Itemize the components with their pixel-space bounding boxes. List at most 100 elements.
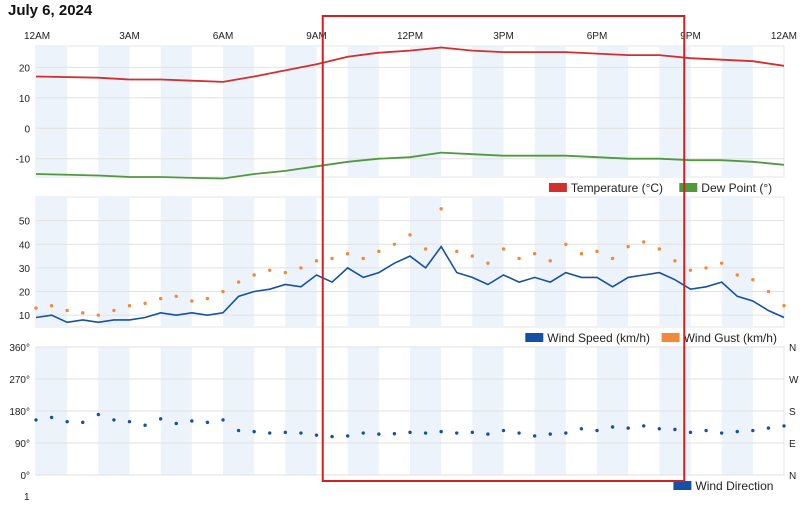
wind-direction-point xyxy=(751,428,755,433)
wind-direction-point xyxy=(766,426,771,430)
wind-direction-point xyxy=(49,415,54,420)
y-tick-label: 20 xyxy=(19,288,31,299)
wind-gust-point xyxy=(221,289,225,294)
y-tick-label: 270° xyxy=(9,375,30,386)
hour-band xyxy=(160,197,192,327)
y-tick-label-right: S xyxy=(789,407,796,418)
wind-direction-point xyxy=(392,432,397,436)
wind-direction-point xyxy=(719,431,724,435)
wind-direction-point xyxy=(610,425,615,429)
wind-gust-point xyxy=(704,266,708,270)
partial-tick-label: 1 xyxy=(24,492,30,500)
wind-gust-point xyxy=(610,256,615,261)
hour-band xyxy=(597,46,629,177)
hour-band xyxy=(98,46,130,177)
wind-direction-point xyxy=(205,420,210,425)
wind-gust-point xyxy=(299,266,303,270)
x-tick-label: 12AM xyxy=(24,31,50,42)
wind-gust-point xyxy=(642,240,646,244)
y-tick-label-right: N xyxy=(789,343,796,354)
wind-gust-point xyxy=(423,247,428,251)
wind-gust-point xyxy=(283,270,288,275)
wind-direction-point xyxy=(268,431,272,435)
x-tick-label: 9PM xyxy=(680,31,701,42)
wind-gust-point xyxy=(377,249,381,254)
wind-gust-point xyxy=(408,233,412,237)
legend-swatch xyxy=(661,333,680,342)
legend-label: Dew Point (°) xyxy=(701,181,772,195)
wind-gust-point xyxy=(345,252,350,256)
wind-direction-point xyxy=(595,428,599,433)
wind-direction-point xyxy=(486,432,490,436)
wind-direction-point xyxy=(532,434,537,438)
y-tick-label: 0 xyxy=(24,124,30,135)
hour-band xyxy=(534,46,566,177)
wind-gust-point xyxy=(190,299,194,303)
legend-label: Wind Direction xyxy=(695,479,773,493)
wind-gust-point xyxy=(657,247,662,251)
wind-gust-point xyxy=(392,242,397,246)
wind-gust-point xyxy=(49,304,54,308)
wind-direction-point xyxy=(65,419,69,424)
wind-direction-point xyxy=(96,412,101,417)
wind-direction-point xyxy=(330,434,334,439)
wind-gust-point xyxy=(688,268,693,272)
x-tick-label: 6AM xyxy=(213,31,234,42)
wind-gust-point xyxy=(486,261,490,265)
wind-direction-point xyxy=(252,429,256,434)
highlight-box xyxy=(321,15,686,482)
wind-gust-point xyxy=(127,304,132,308)
wind-direction-point xyxy=(81,420,85,425)
hour-band xyxy=(223,46,255,177)
wind-gust-point xyxy=(174,294,178,298)
wind-gust-point xyxy=(439,207,443,211)
wind-direction-point xyxy=(626,426,630,430)
wind-direction-point xyxy=(470,430,475,435)
legend-label: Temperature (°C) xyxy=(571,181,663,195)
wind-gust-point xyxy=(719,261,724,265)
wind-direction-point xyxy=(642,424,646,428)
chart-panel-2 xyxy=(34,196,786,342)
wind-gust-point xyxy=(143,301,147,306)
wind-direction-point xyxy=(517,431,521,435)
wind-gust-point xyxy=(782,304,786,308)
y-tick-label-right: W xyxy=(789,375,799,386)
wind-gust-point xyxy=(501,247,506,251)
x-tick-label: 6PM xyxy=(587,31,608,42)
legend-swatch xyxy=(679,183,698,192)
wind-gust-point xyxy=(517,256,521,261)
wind-direction-point xyxy=(423,431,428,435)
wind-direction-point xyxy=(782,424,786,428)
x-tick-label: 3AM xyxy=(119,31,140,42)
y-tick-label: 360° xyxy=(9,343,30,354)
wind-gust-point xyxy=(361,256,365,261)
y-tick-label-right: E xyxy=(789,439,796,450)
wind-gust-point xyxy=(579,252,584,256)
y-tick-label: 0° xyxy=(20,471,30,482)
wind-direction-point xyxy=(174,421,178,426)
wind-gust-point xyxy=(766,289,771,294)
wind-gust-point xyxy=(455,249,459,254)
wind-direction-point xyxy=(564,431,568,435)
dew-point-line xyxy=(35,151,785,180)
wind-direction-point xyxy=(548,432,552,436)
wind-direction-point xyxy=(283,430,288,435)
wind-direction-point xyxy=(673,427,677,432)
wind-direction-point xyxy=(34,418,38,422)
wind-gust-point xyxy=(595,249,599,254)
hour-band xyxy=(36,46,68,177)
y-tick-label: 20 xyxy=(19,63,31,74)
chart-panel-1 xyxy=(35,45,785,192)
wind-direction-point xyxy=(143,423,147,427)
hour-band xyxy=(597,197,629,327)
legend-label: Wind Gust (km/h) xyxy=(684,331,777,345)
wind-direction-point xyxy=(299,431,303,435)
wind-direction-point xyxy=(688,430,693,435)
hour-band xyxy=(36,197,68,327)
x-tick-label: 9AM xyxy=(306,31,327,42)
temperature-line xyxy=(35,46,785,83)
hour-band xyxy=(285,197,317,327)
wind-direction-point xyxy=(735,429,739,434)
wind-direction-point xyxy=(158,417,163,421)
